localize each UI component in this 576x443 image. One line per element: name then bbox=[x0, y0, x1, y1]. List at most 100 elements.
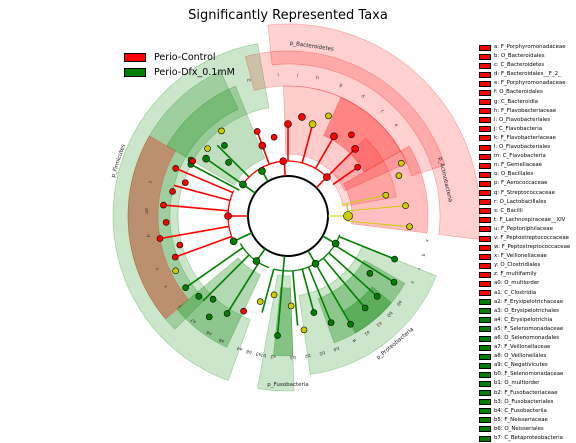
legend-entry-dfx: Perio-Dfx_0.1mM bbox=[124, 65, 235, 80]
taxa-legend-swatch bbox=[479, 44, 491, 51]
tree-branch-15 bbox=[326, 148, 356, 178]
taxa-legend-swatch bbox=[479, 171, 491, 178]
ring-label-a1: a1 bbox=[363, 329, 371, 337]
tree-branch-22 bbox=[163, 204, 229, 212]
taxa-legend-item: k: F_Flavobacteriaceae bbox=[479, 134, 576, 143]
taxa-legend-item: d: F_Bacteroidales__F_2_ bbox=[479, 70, 576, 79]
taxa-legend-label: a: F_Porphyromonadaceae bbox=[494, 44, 566, 50]
tree-branch-29 bbox=[291, 270, 299, 326]
taxa-legend-label: t: F_Lachnospiraceae__XIV bbox=[494, 216, 566, 223]
taxa-legend-label: k: F_Flavobacteriaceae bbox=[494, 134, 556, 141]
shade-bacteroidetes-outer bbox=[267, 23, 481, 240]
tree-node-49 bbox=[327, 319, 335, 326]
tree-branch-24 bbox=[175, 167, 234, 194]
taxa-legend-item: a1: C_Clostridia bbox=[479, 289, 576, 298]
taxa-legend-item: h: F_Flavobacteriaceae bbox=[479, 107, 576, 116]
tree-node-48 bbox=[274, 332, 281, 339]
legend-entry-control: Perio-Control bbox=[124, 50, 235, 65]
taxa-legend-item: v: F_Peptostreptococcaceae bbox=[479, 234, 576, 243]
tree-node-26 bbox=[218, 127, 225, 135]
tree-node-50 bbox=[361, 304, 369, 312]
taxa-legend-label: u: F_Peptoniphilaceae bbox=[494, 225, 553, 232]
taxa-legend-item: a8: O_Veillonellales bbox=[479, 352, 576, 361]
shade-bacteroidales bbox=[323, 96, 401, 173]
ring-label-x: x bbox=[424, 239, 429, 243]
tree-node-2 bbox=[258, 167, 266, 175]
taxa-legend-label: d: F_Bacteroidales__F_2_ bbox=[494, 71, 561, 78]
taxa-legend-label: q: F_Streptococcaceae bbox=[494, 189, 555, 196]
ring-label-v: v bbox=[163, 284, 169, 289]
taxa-legend-swatch bbox=[479, 244, 491, 251]
taxa-legend-swatch bbox=[479, 135, 491, 142]
tree-node-40 bbox=[182, 284, 189, 291]
tree-branch-30 bbox=[276, 270, 285, 336]
tree-node-37 bbox=[195, 292, 203, 300]
taxa-legend-item: n: F_Gemellaceae bbox=[479, 161, 576, 170]
taxa-legend-swatch bbox=[479, 344, 491, 351]
taxa-legend-label: w: F_Peptostreptococcaceae bbox=[494, 244, 571, 251]
tree-branch-39 bbox=[347, 205, 406, 212]
tree-node-61 bbox=[397, 159, 405, 167]
ring-label-w: w bbox=[351, 337, 357, 343]
taxa-legend-swatch bbox=[479, 90, 491, 97]
chart-title: Significantly Represented Taxa bbox=[188, 8, 388, 23]
taxa-legend-item: b5: F_Neisseriaceae bbox=[479, 416, 576, 425]
tree-branch-21 bbox=[159, 225, 230, 240]
taxa-legend-item: a4: C_Erysipelotrichia bbox=[479, 316, 576, 325]
taxa-legend-label: a5: F_Selenomonadaceae bbox=[494, 325, 564, 332]
tree-branch-37 bbox=[328, 252, 378, 297]
taxa-legend-item: a3: O_Erysipelotrichales bbox=[479, 307, 576, 316]
taxa-legend-item: m: C_Flavobacteria bbox=[479, 152, 576, 161]
ring-label-l: l bbox=[277, 72, 279, 78]
taxa-legend-label: e: F_Porphyromonadaceae bbox=[494, 80, 566, 87]
taxa-legend-item: q: F_Streptococcaceae bbox=[479, 189, 576, 198]
tree-node-7 bbox=[311, 259, 320, 268]
tree-node-8 bbox=[331, 239, 340, 248]
taxa-legend-swatch bbox=[479, 226, 491, 233]
ring-label-b2: b2 bbox=[304, 352, 311, 359]
taxa-legend-label: b0: F_Selenomonadaceae bbox=[494, 371, 564, 378]
taxa-legend-swatch bbox=[479, 299, 491, 306]
tree-branch-33 bbox=[314, 263, 352, 325]
taxa-legend-item: t: F_Lachnospiraceae__XIV bbox=[479, 216, 576, 225]
taxa-legend-swatch bbox=[479, 253, 491, 260]
taxa-legend-label: a7: F_Veillonellaceae bbox=[494, 344, 551, 351]
taxa-legend-item: b6: O_Neisseriales bbox=[479, 425, 576, 434]
legend-swatch-dfx bbox=[124, 68, 146, 77]
legend-label-dfx: Perio-Dfx_0.1mM bbox=[154, 67, 235, 78]
taxa-legend-item: b4: C_Fusobacteriia bbox=[479, 407, 576, 416]
clade-label-p_Fusobacteria: p_Fusobacteria bbox=[267, 382, 308, 388]
taxa-legend-label: l: O_Flavobacteriales bbox=[494, 144, 551, 151]
shade-betaproteobacteria bbox=[317, 259, 406, 344]
shade-proteobacteria bbox=[298, 245, 437, 375]
taxa-legend-item: l: O_Flavobacteriales bbox=[479, 143, 576, 152]
taxa-legend-swatch bbox=[479, 408, 491, 415]
shade-bacteroidetes-inner bbox=[283, 85, 408, 192]
taxa-legend-swatch bbox=[479, 208, 491, 215]
taxa-legend-swatch bbox=[479, 180, 491, 187]
taxa-legend-label: b7: C_Betaproteobacteria bbox=[494, 435, 563, 442]
tree-node-38 bbox=[209, 295, 217, 303]
taxa-legend-swatch bbox=[479, 217, 491, 224]
tree-node-44 bbox=[270, 291, 278, 299]
tree-branch-27 bbox=[185, 246, 244, 289]
tree-node-53 bbox=[366, 270, 374, 277]
tree-node-21 bbox=[202, 154, 210, 163]
tree-node-32 bbox=[169, 188, 176, 195]
shade-fusobacteriales bbox=[273, 287, 294, 357]
taxa-legend-item: x: F_Veillonellaceae bbox=[479, 252, 576, 261]
tree-node-39 bbox=[223, 310, 231, 317]
taxa-legend-label: m: C_Flavobacteria bbox=[494, 153, 546, 160]
ring-label-j: j bbox=[296, 72, 299, 78]
taxa-legend-swatch bbox=[479, 308, 491, 315]
taxa-legend-swatch bbox=[479, 353, 491, 360]
tree-node-19 bbox=[354, 163, 361, 171]
tree-branch-35 bbox=[338, 235, 395, 260]
taxa-legend-swatch bbox=[479, 271, 491, 278]
taxa-legend-swatch bbox=[479, 235, 491, 242]
tree-arc-2 bbox=[239, 243, 270, 269]
shade-actinobacteria bbox=[327, 137, 397, 207]
ring-label-q: q bbox=[420, 253, 426, 257]
taxa-legend-item: b1: O_multiorder bbox=[479, 379, 576, 388]
tree-node-12 bbox=[284, 120, 292, 128]
